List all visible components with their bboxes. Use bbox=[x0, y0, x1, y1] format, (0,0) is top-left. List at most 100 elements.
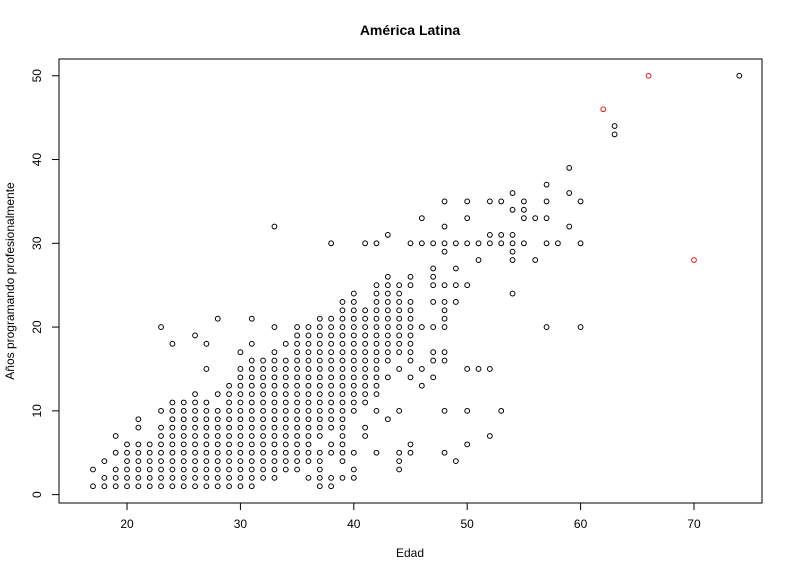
data-point bbox=[328, 424, 335, 431]
data-point bbox=[260, 416, 266, 423]
data-point bbox=[396, 458, 403, 465]
data-point bbox=[396, 324, 403, 330]
data-point bbox=[543, 215, 550, 222]
data-point bbox=[384, 290, 391, 297]
data-point bbox=[339, 332, 346, 339]
data-point bbox=[430, 324, 437, 330]
data-point bbox=[316, 382, 323, 389]
data-point bbox=[452, 265, 459, 272]
data-point bbox=[294, 449, 301, 456]
data-point bbox=[418, 324, 425, 330]
data-point bbox=[248, 391, 255, 397]
data-point bbox=[328, 357, 335, 364]
data-point bbox=[384, 416, 391, 423]
data-point bbox=[520, 240, 527, 247]
data-point bbox=[305, 399, 312, 406]
data-point bbox=[509, 248, 516, 255]
data-point bbox=[486, 366, 493, 372]
data-point bbox=[294, 433, 301, 439]
data-point bbox=[498, 240, 505, 247]
data-point bbox=[248, 449, 255, 456]
data-point bbox=[271, 399, 278, 406]
data-point bbox=[407, 449, 414, 456]
data-point bbox=[339, 340, 346, 347]
data-point bbox=[192, 441, 198, 448]
data-point bbox=[373, 290, 380, 297]
data-point bbox=[373, 449, 380, 456]
data-point bbox=[373, 299, 380, 305]
data-point bbox=[271, 433, 278, 439]
data-point bbox=[373, 374, 380, 381]
data-point bbox=[192, 474, 198, 481]
data-point bbox=[260, 474, 266, 481]
data-point bbox=[316, 374, 323, 381]
data-point bbox=[305, 458, 312, 465]
data-point bbox=[192, 416, 198, 423]
data-point bbox=[248, 315, 255, 322]
data-point bbox=[543, 324, 550, 330]
data-point bbox=[294, 374, 301, 381]
data-point bbox=[146, 449, 153, 456]
y-tick-label: 0 bbox=[30, 491, 44, 498]
data-point bbox=[350, 407, 357, 414]
data-point bbox=[339, 441, 346, 448]
data-point bbox=[486, 240, 493, 247]
data-point bbox=[736, 72, 743, 79]
data-point bbox=[441, 307, 448, 314]
data-point bbox=[192, 391, 198, 397]
y-axis: 0 10 20 30 40 50 bbox=[30, 69, 60, 498]
data-point bbox=[282, 357, 289, 364]
data-point bbox=[441, 282, 448, 289]
data-point bbox=[101, 474, 108, 481]
data-point bbox=[328, 449, 335, 456]
data-point bbox=[294, 407, 301, 414]
data-point bbox=[339, 458, 346, 465]
data-point bbox=[135, 441, 142, 448]
data-point bbox=[124, 458, 130, 465]
data-point bbox=[135, 466, 142, 473]
data-point bbox=[135, 474, 142, 481]
data-point bbox=[396, 449, 403, 456]
data-point bbox=[214, 483, 221, 490]
x-tick-label: 40 bbox=[347, 517, 361, 531]
data-point bbox=[316, 357, 323, 364]
data-point bbox=[362, 307, 369, 314]
data-point bbox=[169, 407, 176, 414]
data-point bbox=[441, 248, 448, 255]
data-point bbox=[498, 407, 505, 414]
data-point bbox=[362, 240, 369, 247]
data-point bbox=[328, 483, 335, 490]
data-point bbox=[362, 340, 369, 347]
data-point bbox=[328, 240, 335, 247]
data-point bbox=[282, 458, 289, 465]
data-point bbox=[294, 332, 301, 339]
data-point bbox=[192, 399, 198, 406]
data-point bbox=[464, 366, 471, 372]
data-point bbox=[362, 399, 369, 406]
data-point bbox=[407, 340, 414, 347]
data-point bbox=[350, 340, 357, 347]
highlighted-data-point bbox=[600, 106, 607, 113]
data-point bbox=[328, 382, 335, 389]
data-point bbox=[237, 349, 244, 356]
data-point bbox=[316, 458, 323, 465]
data-point bbox=[203, 366, 210, 372]
data-point bbox=[169, 458, 176, 465]
data-point bbox=[339, 424, 346, 431]
data-point bbox=[350, 299, 357, 305]
data-point bbox=[509, 232, 516, 238]
data-point bbox=[362, 391, 369, 397]
data-point bbox=[384, 273, 391, 280]
data-point bbox=[373, 407, 380, 414]
data-point bbox=[328, 374, 335, 381]
data-point bbox=[566, 223, 573, 230]
data-point bbox=[169, 399, 176, 406]
data-point bbox=[271, 458, 278, 465]
data-point bbox=[248, 340, 255, 347]
data-point bbox=[452, 240, 459, 247]
data-point bbox=[282, 424, 289, 431]
data-point bbox=[260, 449, 266, 456]
data-point bbox=[294, 391, 301, 397]
data-point bbox=[248, 424, 255, 431]
data-point bbox=[339, 315, 346, 322]
